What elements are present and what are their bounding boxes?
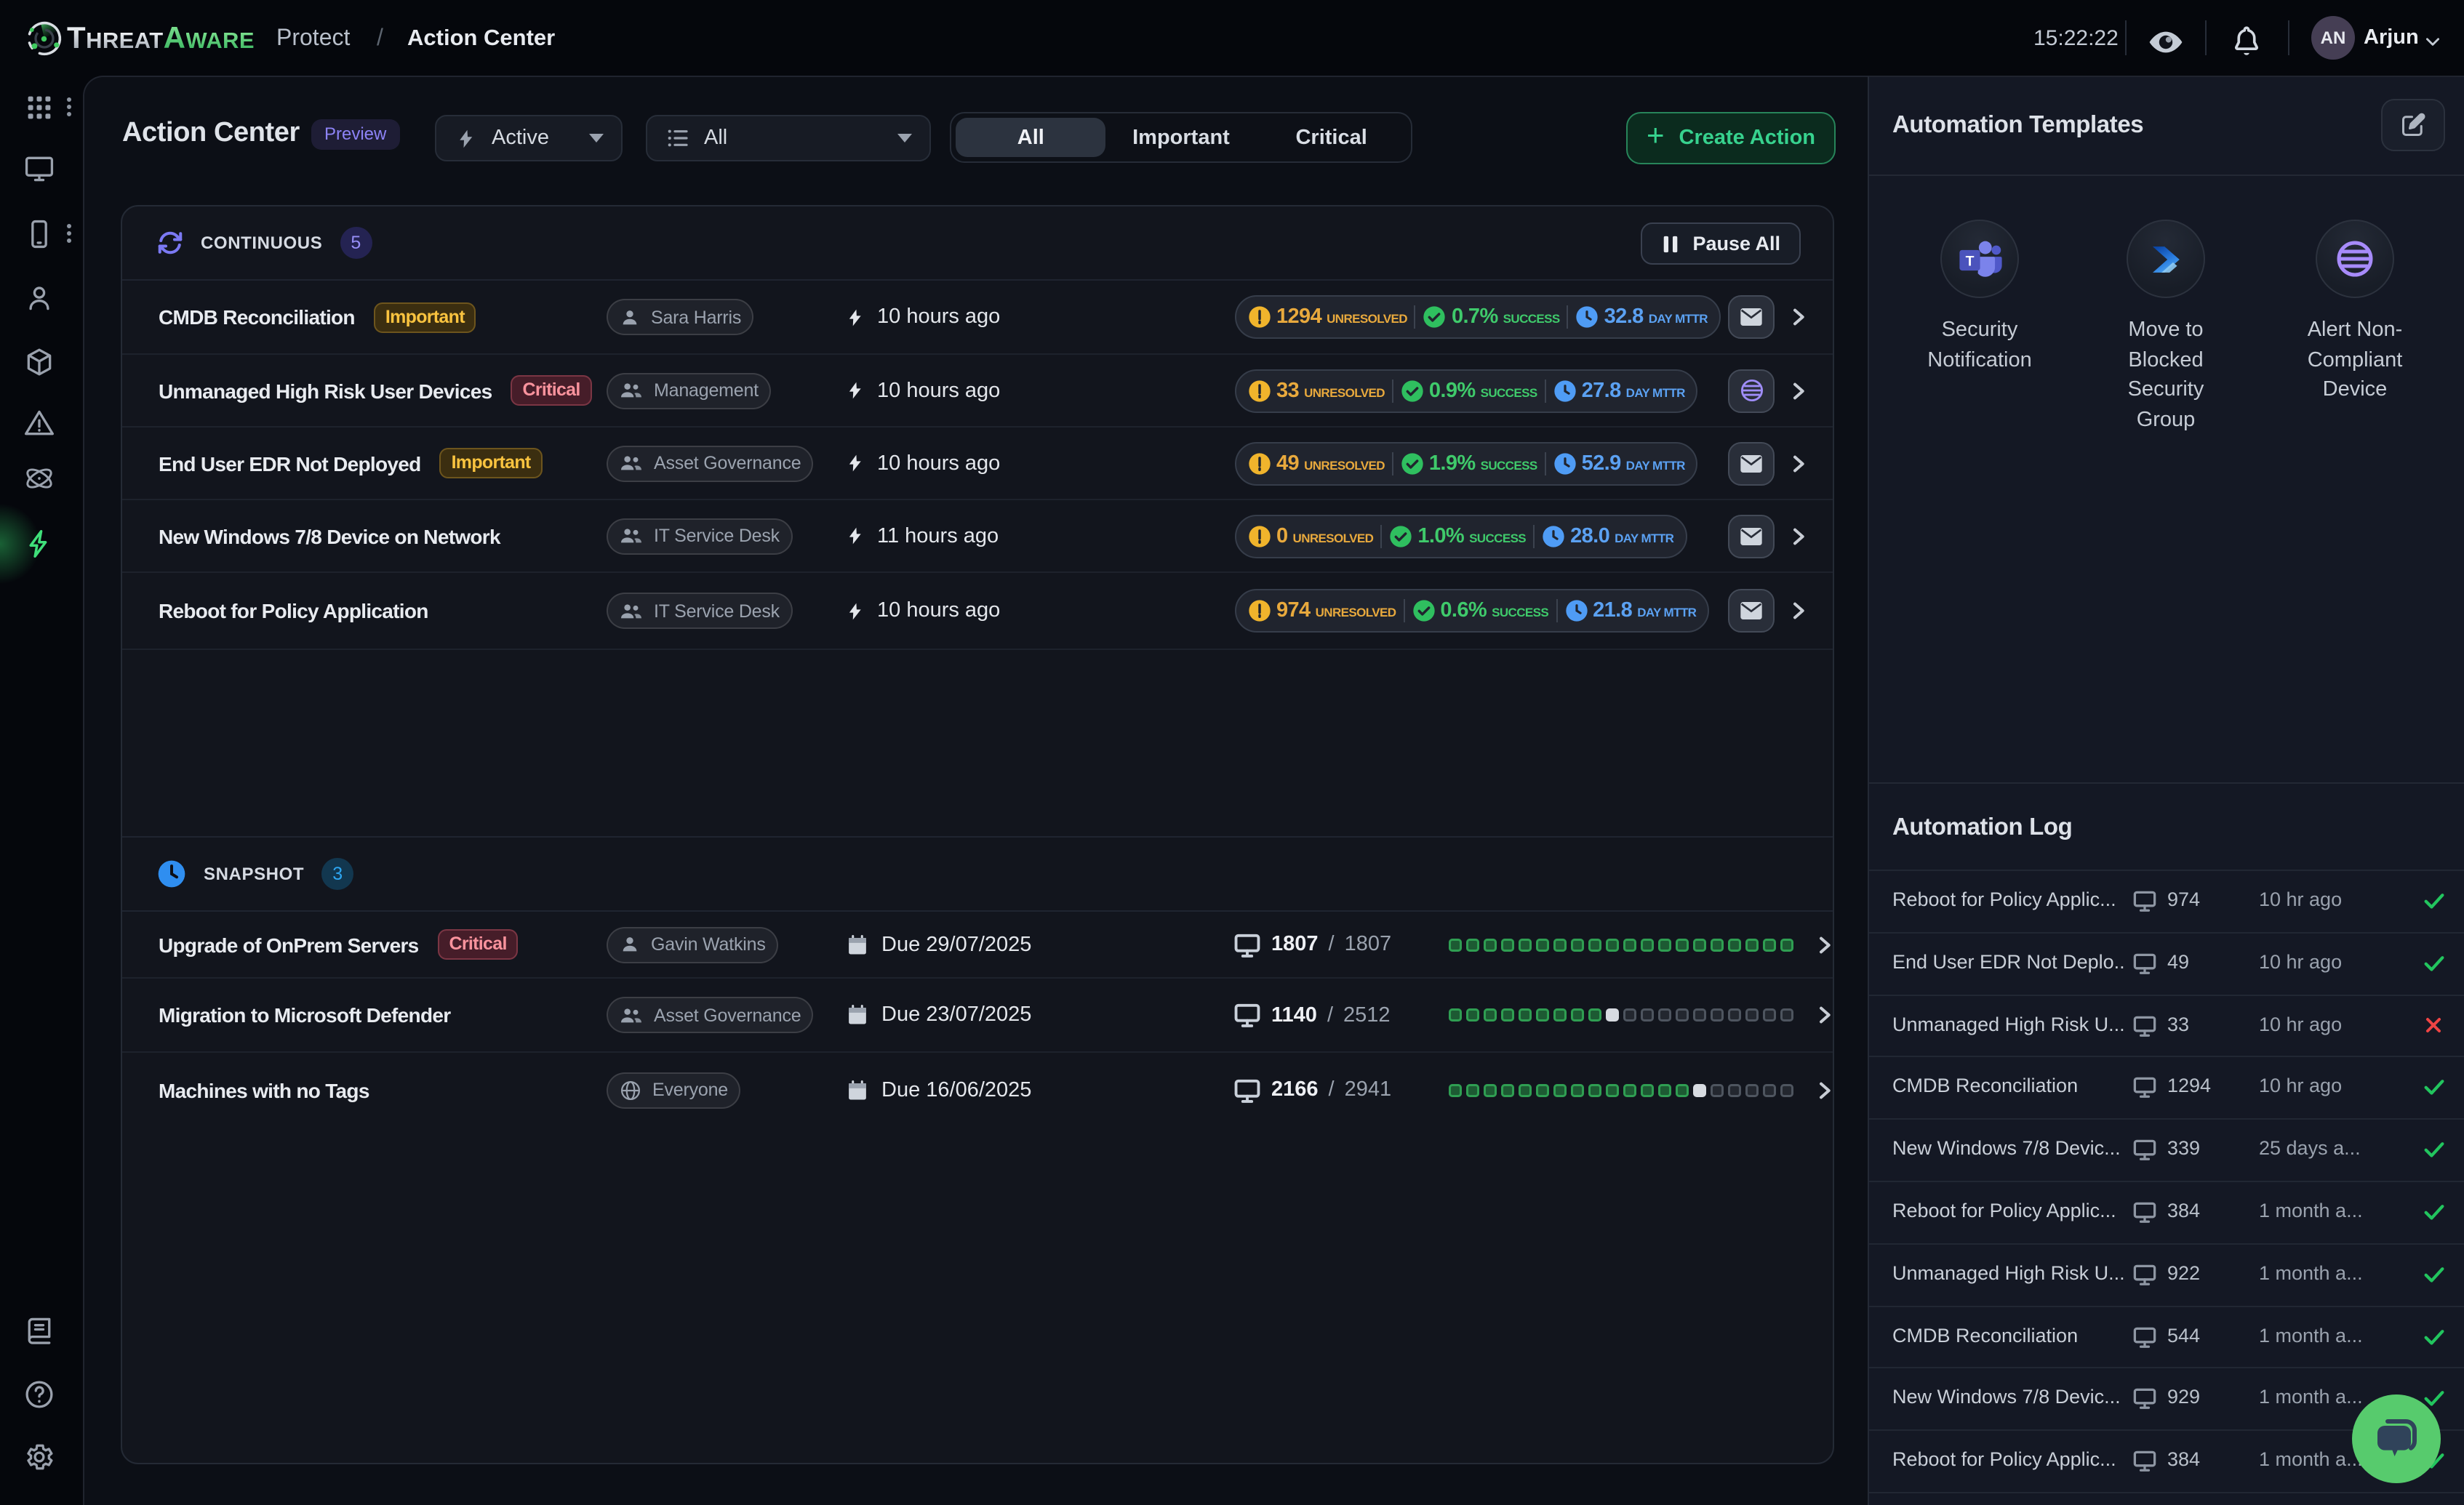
svg-text:T: T xyxy=(1965,254,1974,269)
